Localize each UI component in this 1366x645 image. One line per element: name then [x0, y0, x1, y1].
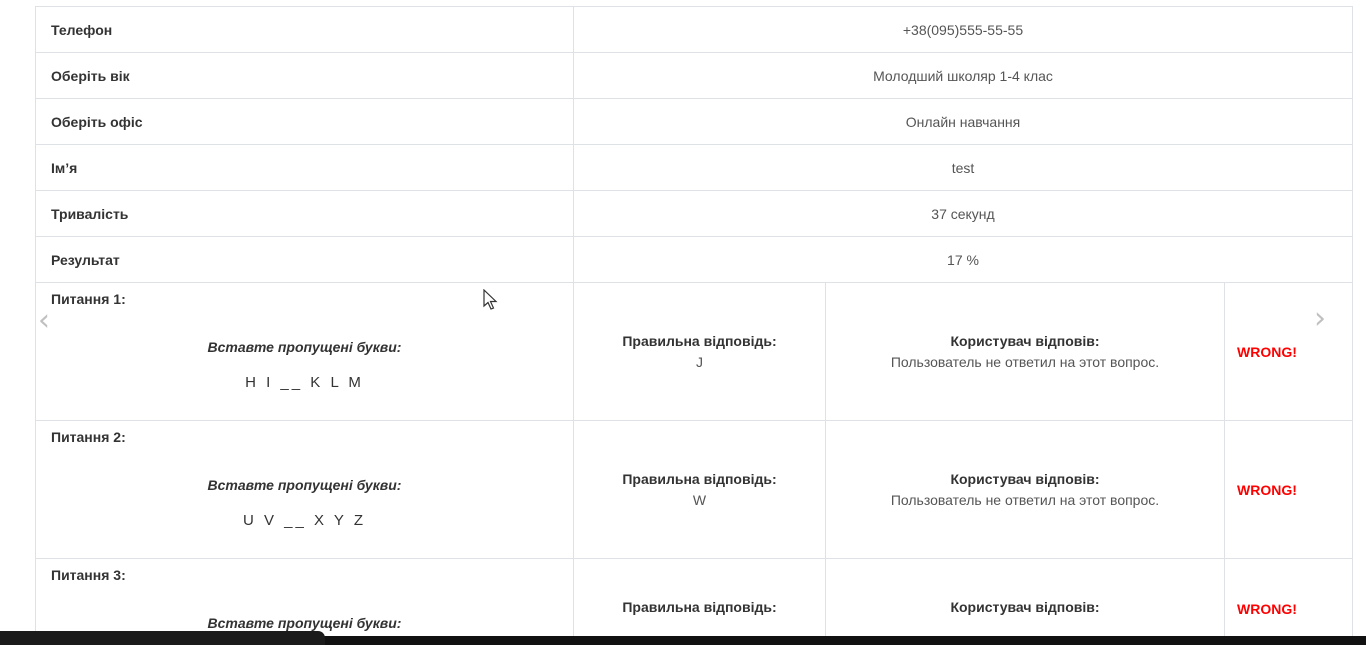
question-row-1: Питання 1: Вставте пропущені букви: H I … [36, 283, 1352, 421]
info-label: Оберіть вік [51, 67, 130, 84]
table-row-office: Оберіть офіс Онлайн навчання [36, 99, 1352, 145]
info-value: Онлайн навчання [573, 99, 1352, 144]
correct-answer-value: W [692, 492, 707, 508]
carousel-next-icon[interactable]: › [1314, 301, 1326, 336]
user-answer-value: Пользователь не ответил на этот вопрос. [890, 492, 1160, 508]
question-text: H I __ K L M [245, 374, 364, 391]
correct-answer-cell: Правильна відповідь: J [573, 283, 825, 420]
user-answer-label: Користувач відповів: [950, 471, 1100, 487]
question-prompt: Вставте пропущені букви: [207, 477, 402, 493]
question-cell: Питання 2: Вставте пропущені букви: U V … [36, 421, 573, 558]
user-answer-label: Користувач відповів: [950, 598, 1100, 615]
status-badge: WRONG! [1224, 283, 1352, 420]
info-value: Молодший школяр 1-4 клас [573, 53, 1352, 98]
question-cell: Питання 3: Вставте пропущені букви: [36, 559, 573, 645]
info-label: Результат [51, 251, 120, 268]
carousel-prev-icon[interactable]: ‹ [38, 303, 50, 338]
question-title: Питання 1: [51, 291, 126, 307]
user-answer-cell: Користувач відповів: [825, 559, 1224, 645]
question-row-2: Питання 2: Вставте пропущені букви: U V … [36, 421, 1352, 559]
correct-answer-cell: Правильна відповідь: [573, 559, 825, 645]
user-answer-label: Користувач відповів: [950, 333, 1100, 349]
question-prompt: Вставте пропущені букви: [207, 615, 402, 631]
status-badge: WRONG! [1224, 559, 1352, 645]
question-title: Питання 2: [51, 429, 126, 445]
bottom-bar-left-segment [0, 631, 325, 645]
bottom-bar [0, 636, 1366, 645]
info-label: Телефон [51, 21, 113, 38]
question-row-3: Питання 3: Вставте пропущені букви: Прав… [36, 559, 1352, 645]
correct-answer-label: Правильна відповідь: [622, 471, 777, 487]
question-prompt: Вставте пропущені букви: [207, 339, 402, 355]
info-label: Ім’я [51, 159, 78, 176]
correct-answer-label: Правильна відповідь: [622, 598, 777, 615]
info-label: Оберіть офіс [51, 113, 143, 130]
table-row-result: Результат 17 % [36, 237, 1352, 283]
user-answer-value: Пользователь не ответил на этот вопрос. [890, 354, 1160, 370]
user-answer-cell: Користувач відповів: Пользователь не отв… [825, 283, 1224, 420]
question-text: U V __ X Y Z [243, 512, 366, 529]
correct-answer-value: J [696, 354, 703, 370]
results-table: Телефон +38(095)555-55-55 Оберіть вік Мо… [35, 6, 1353, 645]
user-answer-cell: Користувач відповів: Пользователь не отв… [825, 421, 1224, 558]
info-value: 17 % [573, 237, 1352, 282]
table-row-age: Оберіть вік Молодший школяр 1-4 клас [36, 53, 1352, 99]
status-badge: WRONG! [1224, 421, 1352, 558]
info-label: Тривалість [51, 205, 129, 222]
table-row-name: Ім’я test [36, 145, 1352, 191]
correct-answer-label: Правильна відповідь: [622, 333, 777, 349]
question-cell: Питання 1: Вставте пропущені букви: H I … [36, 283, 573, 420]
info-value: +38(095)555-55-55 [573, 7, 1352, 52]
info-value: 37 секунд [573, 191, 1352, 236]
question-title: Питання 3: [51, 567, 126, 583]
table-row-duration: Тривалість 37 секунд [36, 191, 1352, 237]
info-value: test [573, 145, 1352, 190]
correct-answer-cell: Правильна відповідь: W [573, 421, 825, 558]
table-row-phone: Телефон +38(095)555-55-55 [36, 7, 1352, 53]
